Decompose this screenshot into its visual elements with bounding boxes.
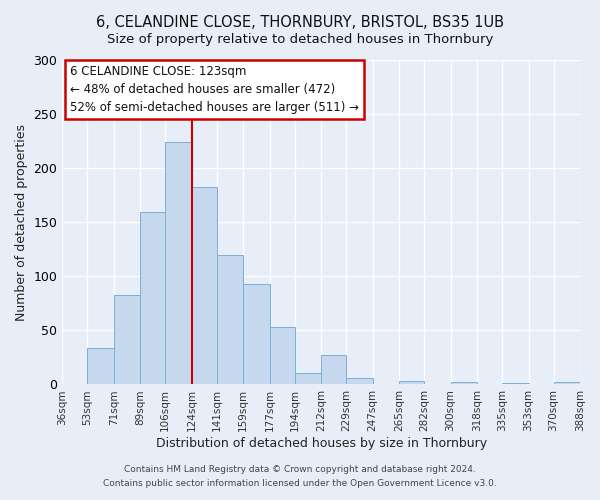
Bar [321, 356, 346, 384]
Bar [243, 284, 269, 384]
Bar [192, 186, 217, 384]
Bar [269, 327, 295, 384]
Text: Contains HM Land Registry data © Crown copyright and database right 2024.
Contai: Contains HM Land Registry data © Crown c… [103, 466, 497, 487]
Text: 6 CELANDINE CLOSE: 123sqm
← 48% of detached houses are smaller (472)
52% of semi: 6 CELANDINE CLOSE: 123sqm ← 48% of detac… [70, 65, 359, 114]
Text: Size of property relative to detached houses in Thornbury: Size of property relative to detached ho… [107, 32, 493, 46]
Bar [140, 212, 165, 384]
Bar [554, 382, 580, 384]
Y-axis label: Number of detached properties: Number of detached properties [15, 124, 28, 320]
X-axis label: Distribution of detached houses by size in Thornbury: Distribution of detached houses by size … [155, 437, 487, 450]
Text: 6, CELANDINE CLOSE, THORNBURY, BRISTOL, BS35 1UB: 6, CELANDINE CLOSE, THORNBURY, BRISTOL, … [96, 15, 504, 30]
Bar [295, 372, 321, 384]
Bar [217, 254, 243, 384]
Bar [346, 378, 373, 384]
Bar [165, 142, 192, 384]
Bar [114, 294, 140, 384]
Bar [451, 382, 477, 384]
Bar [399, 381, 424, 384]
Bar [87, 348, 114, 385]
